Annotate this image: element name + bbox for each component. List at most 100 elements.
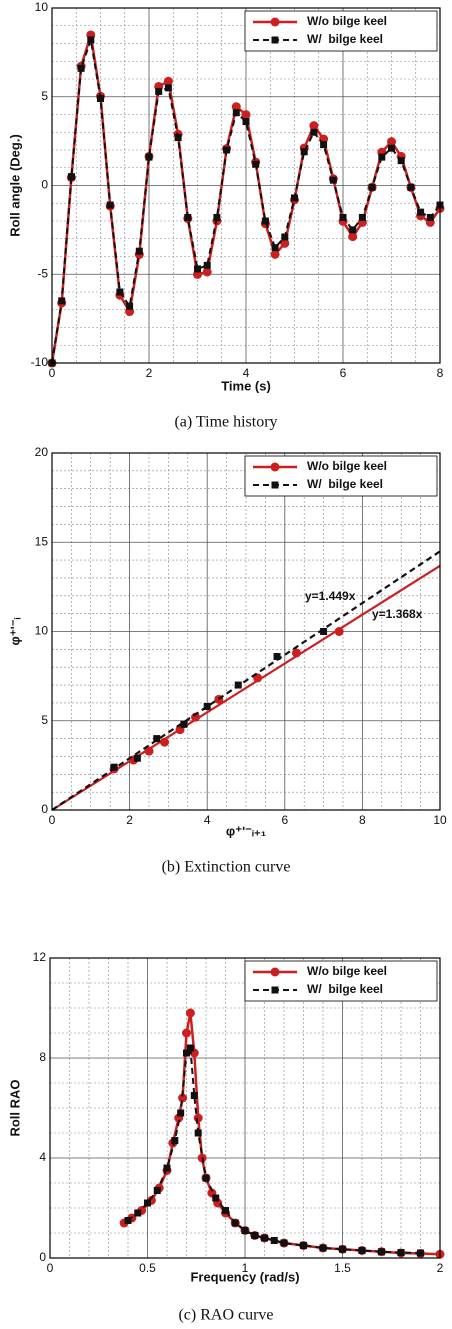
- marker: [231, 102, 241, 112]
- marker: [261, 217, 269, 225]
- marker: [133, 754, 141, 762]
- x-tick-label: 10: [433, 813, 447, 827]
- x-tick-label: 2: [146, 366, 153, 380]
- fit-line: [51, 550, 441, 811]
- marker: [319, 1244, 327, 1252]
- marker: [231, 1219, 239, 1227]
- marker: [241, 110, 251, 120]
- marker: [160, 737, 170, 747]
- marker: [310, 128, 318, 136]
- marker: [241, 1227, 249, 1234]
- marker: [291, 194, 298, 202]
- legend-marker: [270, 462, 280, 472]
- caption: (a) Time history: [174, 414, 277, 431]
- x-tick-label: 6: [281, 813, 288, 827]
- marker: [153, 735, 161, 743]
- plot-frame: [49, 957, 441, 1259]
- x-axis-label: Time (s): [221, 378, 271, 393]
- x-tick-label: 2: [126, 813, 133, 827]
- marker: [378, 1248, 385, 1256]
- marker: [110, 763, 118, 771]
- marker: [242, 118, 250, 126]
- y-tick-label: 0: [41, 802, 48, 816]
- marker: [67, 173, 75, 181]
- marker: [320, 628, 328, 635]
- marker: [193, 1113, 203, 1123]
- marker: [358, 213, 366, 221]
- marker: [153, 1187, 161, 1194]
- marker: [190, 1092, 198, 1099]
- marker: [134, 1209, 142, 1217]
- marker: [186, 1044, 194, 1052]
- y-tick-label: 20: [35, 445, 49, 459]
- marker: [183, 1049, 190, 1057]
- x-tick-label: 4: [204, 813, 211, 827]
- marker: [171, 1137, 179, 1144]
- marker: [349, 226, 357, 234]
- legend-box: [244, 455, 438, 497]
- marker: [77, 64, 85, 72]
- marker: [388, 144, 395, 152]
- marker: [212, 1194, 220, 1202]
- marker: [97, 95, 104, 103]
- plot-frame: [51, 7, 441, 364]
- marker: [270, 1237, 278, 1244]
- x-axis-label: Frequency (rad/s): [190, 1269, 299, 1284]
- y-tick-label: 0: [41, 178, 48, 192]
- marker: [334, 627, 344, 636]
- x-tick-label: 0.5: [139, 1261, 156, 1275]
- x-tick-label: 0: [47, 1261, 54, 1275]
- marker: [426, 213, 434, 221]
- annotation: y=1.449x: [305, 589, 356, 603]
- marker: [144, 1199, 151, 1207]
- y-tick-label: 15: [35, 534, 49, 548]
- caption: (c) RAO curve: [178, 1307, 273, 1324]
- marker: [194, 265, 201, 273]
- legend-box: [244, 10, 438, 52]
- marker: [378, 153, 386, 161]
- x-tick-label: 0: [49, 366, 56, 380]
- marker: [300, 1242, 307, 1249]
- marker: [368, 183, 376, 191]
- marker: [339, 213, 347, 221]
- y-tick-label: 10: [35, 624, 49, 638]
- marker: [339, 1245, 346, 1253]
- marker: [163, 76, 173, 86]
- legend-marker: [270, 17, 280, 27]
- legend-label: W/ bilge keel: [307, 32, 383, 46]
- marker: [397, 157, 405, 165]
- marker: [270, 249, 280, 259]
- y-tick-label: 0: [39, 1250, 46, 1264]
- marker: [185, 1008, 195, 1018]
- series-line: [51, 39, 441, 364]
- y-tick-label: 12: [33, 950, 47, 964]
- marker: [417, 208, 425, 216]
- marker: [397, 1249, 405, 1256]
- marker: [202, 1174, 210, 1182]
- legend-box: [244, 960, 438, 1002]
- marker: [194, 1129, 202, 1137]
- marker: [178, 1093, 188, 1103]
- marker: [145, 153, 153, 161]
- legend-label: W/o bilge keel: [307, 459, 387, 473]
- legend-label: W/ bilge keel: [307, 477, 383, 491]
- marker: [184, 213, 192, 221]
- marker: [203, 702, 211, 710]
- y-tick-label: 10: [35, 0, 49, 14]
- x-tick-label: 8: [359, 813, 366, 827]
- marker: [106, 201, 114, 209]
- marker: [387, 137, 396, 147]
- x-tick-label: 8: [437, 366, 444, 380]
- marker: [144, 746, 154, 756]
- marker: [232, 109, 240, 117]
- legend-label: W/o bilge keel: [307, 14, 387, 28]
- marker: [222, 1207, 229, 1214]
- y-tick-label: -10: [31, 355, 49, 369]
- y-axis-label: Roll angle (Deg.): [7, 134, 22, 237]
- x-tick-label: 4: [243, 366, 250, 380]
- marker: [273, 652, 281, 660]
- marker: [358, 1247, 366, 1254]
- marker: [87, 36, 95, 44]
- legend-label: W/o bilge keel: [307, 964, 387, 978]
- legend-label: W/ bilge keel: [307, 982, 383, 996]
